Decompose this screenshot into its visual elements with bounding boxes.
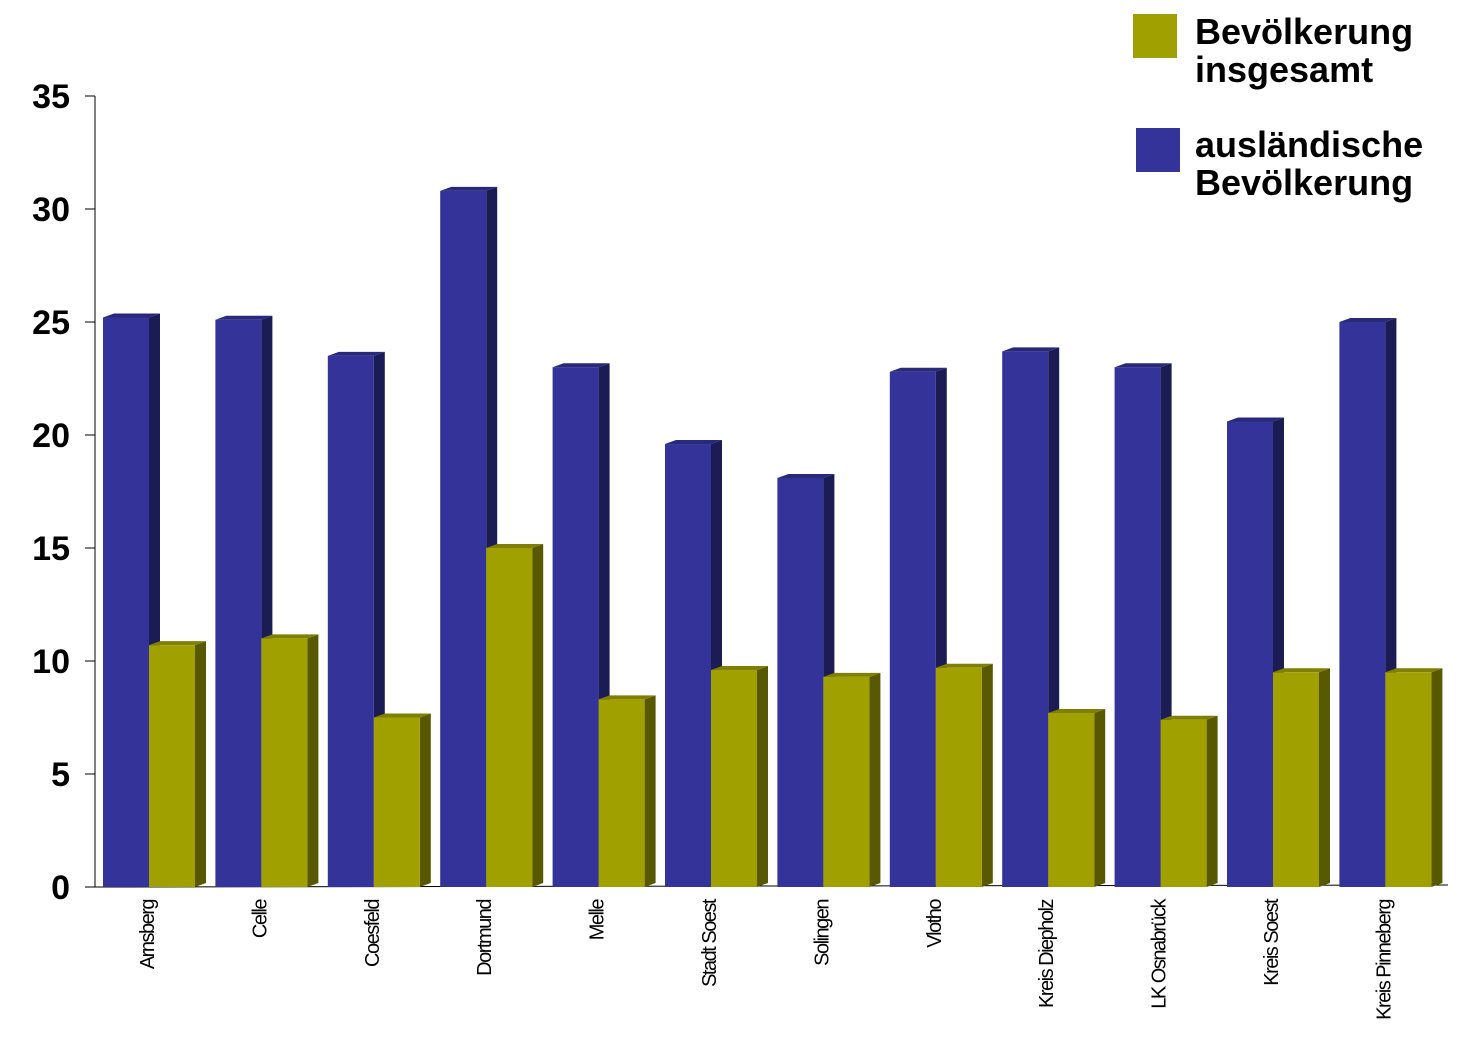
- bar-side: [645, 695, 656, 887]
- bar-insgesamt: [1385, 668, 1442, 887]
- bar-insgesamt: [711, 666, 768, 887]
- bar-front: [1339, 322, 1385, 887]
- bar-front: [890, 372, 936, 887]
- legend-swatch: [1136, 128, 1180, 172]
- legend-label: insgesamt: [1195, 49, 1373, 90]
- bar-front: [1002, 351, 1048, 887]
- bar-insgesamt: [261, 634, 318, 887]
- legend-label: ausländische: [1195, 124, 1423, 165]
- category-label: Coesfeld: [362, 900, 384, 967]
- y-tick-labels: 0 5 10 15 20 25 30 35: [32, 78, 70, 907]
- legend-label: Bevölkerung: [1195, 162, 1413, 203]
- bar-front: [1385, 672, 1431, 887]
- bar-side: [982, 664, 993, 887]
- bar-front: [1048, 713, 1094, 887]
- bar-front: [374, 718, 420, 888]
- bar-insgesamt: [936, 664, 993, 887]
- y-tick-label: 10: [32, 643, 70, 681]
- category-labels: Arnsberg Celle Coesfeld Dortmund Melle Stadt …: [137, 898, 1395, 1020]
- bar-side: [1207, 716, 1218, 887]
- legend: BevölkerunginsgesamtausländischeBevölker…: [1133, 11, 1423, 203]
- category-label: Arnsberg: [137, 900, 159, 970]
- bar-front: [261, 638, 307, 887]
- category-label: Stadt Soest: [699, 898, 721, 987]
- bar-front: [1115, 367, 1161, 887]
- bar-front: [149, 645, 195, 887]
- legend-label: Bevölkerung: [1195, 11, 1413, 52]
- bar-front: [103, 317, 149, 887]
- bar-front: [599, 699, 645, 887]
- legend-swatch: [1133, 14, 1177, 58]
- bar-front: [328, 356, 374, 887]
- bar-front: [936, 668, 982, 887]
- bar-front: [823, 677, 869, 887]
- category-label: Solingen: [811, 900, 833, 966]
- bar-side: [869, 673, 880, 887]
- bar-front: [215, 320, 261, 887]
- category-label: LK Osnabrück: [1149, 898, 1171, 1009]
- bar-side: [1094, 709, 1105, 887]
- bar-front: [711, 670, 757, 887]
- bar-front: [777, 478, 823, 887]
- y-tick-label: 30: [32, 191, 70, 229]
- bar-front: [1161, 720, 1207, 887]
- bar-insgesamt: [1273, 668, 1330, 887]
- bar-insgesamt: [486, 544, 543, 887]
- bar-insgesamt: [599, 695, 656, 887]
- bar-insgesamt: [374, 714, 431, 888]
- bar-front: [1273, 672, 1319, 887]
- bar-side: [420, 714, 431, 888]
- bar-front: [440, 191, 486, 887]
- bar-side: [532, 544, 543, 887]
- bar-insgesamt: [1161, 716, 1218, 887]
- category-label: Vlotho: [924, 899, 946, 948]
- bar-front: [486, 548, 532, 887]
- y-tick-label: 5: [51, 756, 70, 794]
- bar-side: [1319, 668, 1330, 887]
- category-label: Celle: [249, 899, 271, 938]
- bar-front: [1227, 421, 1273, 887]
- y-tick-label: 15: [32, 530, 70, 568]
- bar-side: [1431, 668, 1442, 887]
- bar-front: [665, 444, 711, 887]
- y-tick-label: 20: [32, 417, 70, 455]
- bar-side: [757, 666, 768, 887]
- y-tick-label: 0: [51, 869, 70, 907]
- bars: [103, 187, 1442, 887]
- category-label: Kreis Pinneberg: [1373, 900, 1395, 1020]
- bar-side: [307, 634, 318, 887]
- y-tick-label: 25: [32, 304, 70, 342]
- y-tick-label: 35: [32, 78, 70, 116]
- category-label: Kreis Diepholz: [1036, 900, 1058, 1008]
- bar-insgesamt: [1048, 709, 1105, 887]
- bar-front: [553, 367, 599, 887]
- category-label: Melle: [587, 899, 609, 941]
- bar-insgesamt: [823, 673, 880, 887]
- bar-insgesamt: [149, 641, 206, 887]
- bar-side: [195, 641, 206, 887]
- category-label: Dortmund: [474, 900, 496, 976]
- category-label: Kreis Soest: [1261, 898, 1283, 986]
